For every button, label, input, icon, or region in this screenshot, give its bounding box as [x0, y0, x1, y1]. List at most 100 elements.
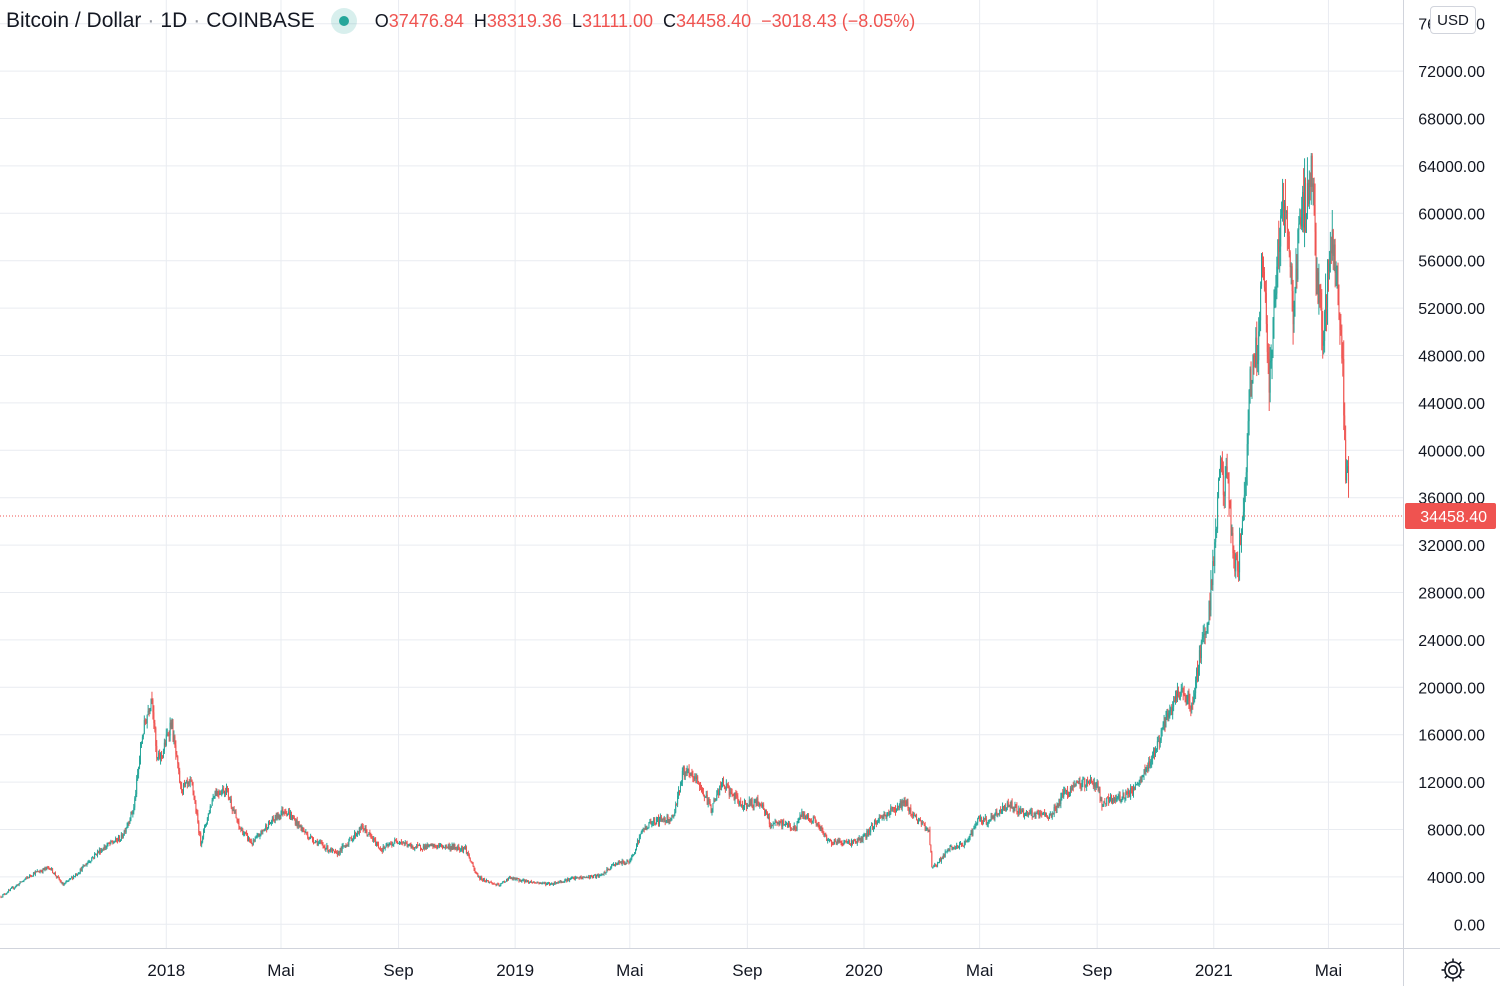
candle-body: [764, 809, 766, 813]
candle-body: [541, 883, 543, 885]
candle-body: [168, 735, 170, 737]
candle-body: [79, 868, 81, 873]
candle-body: [734, 793, 736, 801]
candle-body: [173, 736, 175, 741]
candle-body: [908, 807, 910, 812]
candle-body: [354, 833, 356, 837]
candle-body: [537, 882, 539, 884]
candle-body: [1219, 458, 1221, 469]
candle-body: [900, 800, 902, 808]
candle-body: [17, 884, 19, 886]
candle-body: [737, 796, 739, 803]
candle-body: [256, 835, 258, 838]
candle-body: [690, 772, 692, 774]
candle-body: [402, 842, 404, 844]
candle-body: [1326, 294, 1328, 314]
candle-body: [763, 804, 765, 810]
candle-body: [711, 808, 713, 813]
candle-body: [198, 822, 200, 833]
candle-body: [1329, 250, 1331, 264]
candle-body: [593, 875, 595, 878]
candle-body: [623, 861, 625, 864]
candle-body: [563, 881, 565, 883]
candle-body: [1128, 790, 1130, 794]
y-tick-label: 56000.00: [1418, 254, 1485, 271]
candle-body: [1346, 472, 1348, 481]
candle-body: [1230, 508, 1232, 536]
candle-body: [498, 884, 500, 886]
candle-body: [706, 794, 708, 805]
candle-body: [196, 812, 198, 814]
candle-body: [1192, 702, 1194, 704]
candle-body: [574, 877, 576, 880]
candle-body: [1328, 263, 1330, 272]
candle-body: [1315, 231, 1317, 282]
candle-body: [142, 733, 144, 737]
gear-icon[interactable]: [1440, 957, 1466, 983]
candle-body: [885, 816, 887, 818]
candle-body: [433, 844, 435, 848]
candle-body: [445, 845, 447, 847]
candle-body: [959, 843, 961, 848]
candle-body: [535, 882, 537, 884]
candle-body: [352, 838, 354, 842]
candle-body: [1240, 540, 1242, 542]
candle-body: [740, 801, 742, 807]
candle-body: [229, 799, 231, 801]
candle-body: [288, 811, 290, 814]
candle-body: [895, 808, 897, 812]
status-dot-icon: [330, 8, 357, 34]
candle-body: [276, 813, 278, 820]
candle-body: [169, 722, 171, 736]
candle-body: [8, 890, 10, 893]
candle-body: [1063, 790, 1065, 797]
candle-body: [1177, 690, 1179, 696]
separator-dot: ·: [147, 9, 155, 32]
candle-body: [1215, 529, 1217, 543]
candle-body: [1020, 809, 1022, 814]
candle-body: [636, 845, 638, 850]
candle-body: [1174, 700, 1176, 702]
candle-body: [290, 813, 292, 819]
candle-body: [578, 877, 580, 879]
candle-body: [323, 845, 325, 847]
candle-body: [1245, 472, 1247, 485]
candle-body: [575, 877, 577, 879]
candle-body: [221, 790, 223, 795]
candle-body: [274, 814, 276, 821]
candle-body: [253, 839, 255, 842]
candle-body: [1188, 691, 1190, 702]
candle-body: [1199, 650, 1201, 659]
symbol-name[interactable]: Bitcoin / Dollar: [6, 9, 142, 32]
candle-body: [66, 881, 68, 883]
candle-body: [552, 884, 554, 886]
candle-body: [240, 828, 242, 830]
candle-body: [748, 800, 750, 807]
candle-body: [829, 839, 831, 841]
candle-body: [85, 864, 87, 866]
candle-body: [1185, 699, 1187, 702]
candle-body: [1029, 812, 1031, 814]
candle-body: [78, 872, 80, 874]
candle-body: [937, 862, 939, 866]
candle-body: [765, 810, 767, 814]
candle-body: [938, 862, 940, 864]
candle-body: [693, 777, 695, 780]
candle-body: [1205, 631, 1207, 635]
candle-body: [875, 821, 877, 825]
candle-body: [653, 817, 655, 823]
candle-body: [897, 805, 899, 807]
candle-body: [898, 805, 900, 807]
candle-body: [355, 834, 357, 837]
currency-button[interactable]: USD: [1430, 6, 1476, 34]
candle-body: [878, 817, 880, 822]
candle-body: [480, 877, 482, 880]
candle-body: [36, 870, 38, 872]
interval-label[interactable]: 1D: [160, 9, 188, 32]
candle-body: [595, 875, 597, 878]
candle-body: [86, 863, 88, 866]
candle-body: [824, 833, 826, 835]
candle-body: [202, 837, 204, 842]
